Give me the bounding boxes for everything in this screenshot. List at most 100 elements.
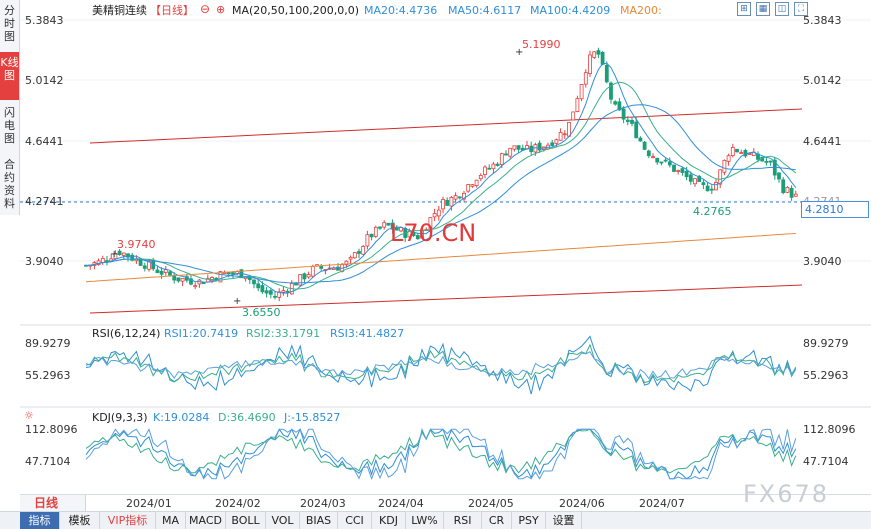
candle-body <box>651 156 655 159</box>
tab-boll[interactable]: BOLL <box>226 512 266 529</box>
tab-indicators[interactable]: 指标 <box>20 512 60 529</box>
candle-body <box>588 54 592 75</box>
rsi2-line <box>85 343 797 384</box>
tab-lw[interactable]: LW% <box>406 512 444 529</box>
candle-body <box>567 121 571 137</box>
candle-body <box>218 271 223 283</box>
candle-body <box>571 111 576 121</box>
high-marker: + <box>515 47 523 58</box>
local-high-marker: + <box>110 249 118 260</box>
side-tab-contract[interactable]: 合约资料 <box>4 158 15 210</box>
candle-body <box>344 260 349 266</box>
candle-body <box>176 277 181 282</box>
rsi-level-left: 55.2963 <box>25 369 71 382</box>
side-tab-timeshare[interactable]: 分时图 <box>4 4 15 43</box>
candle-body <box>764 160 769 163</box>
candle-body <box>306 274 311 278</box>
high-annotation: 5.1990 <box>522 38 561 51</box>
tab-templates[interactable]: 模板 <box>60 512 100 529</box>
split-icon[interactable]: ◫ <box>775 2 789 16</box>
candle-body <box>680 168 685 173</box>
candle-body <box>453 195 458 200</box>
candle-body <box>726 155 731 162</box>
price-label-left: 5.0142 <box>25 74 64 87</box>
side-tab-kline[interactable]: K线图 <box>0 52 19 100</box>
ma200-line <box>85 232 796 283</box>
low-marker: + <box>233 296 241 307</box>
candle-body <box>516 145 521 150</box>
kdj-level-left: 112.8096 <box>25 423 78 436</box>
kline-chart[interactable]: + + + <box>20 0 871 494</box>
candle-body <box>428 217 433 232</box>
rsi-level-right: 89.9279 <box>803 337 849 350</box>
candle-body <box>575 98 580 113</box>
tab-rsi[interactable]: RSI <box>444 512 482 529</box>
tab-cr[interactable]: CR <box>482 512 512 529</box>
period-tag[interactable]: 【日线】 <box>150 4 194 17</box>
tab-kdj[interactable]: KDJ <box>372 512 406 529</box>
candle-body <box>487 167 492 170</box>
tab-ma[interactable]: MA <box>156 512 186 529</box>
candle-body <box>684 170 689 178</box>
candle-body <box>382 222 387 228</box>
kdj-settings-icon[interactable]: ☼ <box>24 409 34 422</box>
tab-settings[interactable]: 设置 <box>546 512 582 529</box>
ma100-value: MA100:4.4209 <box>530 4 611 17</box>
tab-psy[interactable]: PSY <box>512 512 546 529</box>
candle-body <box>617 101 622 111</box>
indicator-tab-bar: 指标 模板 VIP指标 MA MACD BOLL VOL BIAS CCI KD… <box>0 511 871 529</box>
tab-vol[interactable]: VOL <box>266 512 300 529</box>
tab-vip-indicators[interactable]: VIP指标 <box>100 512 156 529</box>
rsi-level-right: 55.2963 <box>803 369 849 382</box>
month-label: 2024/07 <box>639 497 685 510</box>
month-label: 2024/04 <box>378 497 424 510</box>
fullscreen-icon[interactable]: ⛶ <box>794 2 808 16</box>
tab-cci[interactable]: CCI <box>338 512 372 529</box>
candle-body <box>436 209 441 217</box>
candle-body <box>554 139 559 144</box>
tab-macd[interactable]: MACD <box>186 512 226 529</box>
current-price-badge: 4.2810 <box>801 201 869 218</box>
kdj-d-value: D:36.4690 <box>218 411 276 424</box>
candle-body <box>390 222 395 230</box>
expand-icon[interactable]: ⊞ <box>737 2 751 16</box>
candle-body <box>525 145 529 150</box>
channel-lower-line <box>89 284 803 314</box>
candle-body <box>348 256 353 260</box>
kdj-level-left: 47.7104 <box>25 455 71 468</box>
ma50-value: MA50:4.6117 <box>448 4 522 17</box>
period-selector[interactable]: 日线 <box>20 495 86 511</box>
candle-body <box>730 147 735 157</box>
candle-body <box>302 273 307 280</box>
kdj-level-right: 47.7104 <box>803 455 849 468</box>
month-label: 2024/02 <box>215 497 261 510</box>
ma-toggle-icon[interactable]: ⊕ <box>216 3 226 16</box>
candle-body <box>432 213 437 218</box>
candle-body <box>785 187 790 193</box>
rsi3-value: RSI3:41.4827 <box>330 327 405 340</box>
candle-body <box>294 282 298 286</box>
month-label: 2024/06 <box>559 497 605 510</box>
rsi2-value: RSI2:33.1791 <box>246 327 321 340</box>
candle-body <box>562 133 567 136</box>
candle-body <box>352 252 357 259</box>
ma-settings-icon[interactable]: ⊖ <box>200 2 211 16</box>
candle-body <box>579 84 584 100</box>
grid-icon[interactable]: ▦ <box>756 2 770 16</box>
tab-bias[interactable]: BIAS <box>300 512 338 529</box>
candle-body <box>331 267 336 270</box>
candle-body <box>121 252 126 256</box>
candle-body <box>231 272 235 275</box>
candle-body <box>445 199 450 206</box>
kdj-k-value: K:19.0284 <box>153 411 210 424</box>
candle-body <box>117 250 122 256</box>
candle-body <box>512 145 517 150</box>
kdj-j-value: J:-15.8527 <box>284 411 341 424</box>
price-label-left: 4.2741 <box>25 195 64 208</box>
candle-body <box>180 278 185 282</box>
side-tab-flash[interactable]: 闪电图 <box>4 106 15 145</box>
candle-body <box>697 175 702 182</box>
candle-body <box>550 142 555 146</box>
candle-body <box>298 274 303 286</box>
candle-body <box>634 121 639 139</box>
